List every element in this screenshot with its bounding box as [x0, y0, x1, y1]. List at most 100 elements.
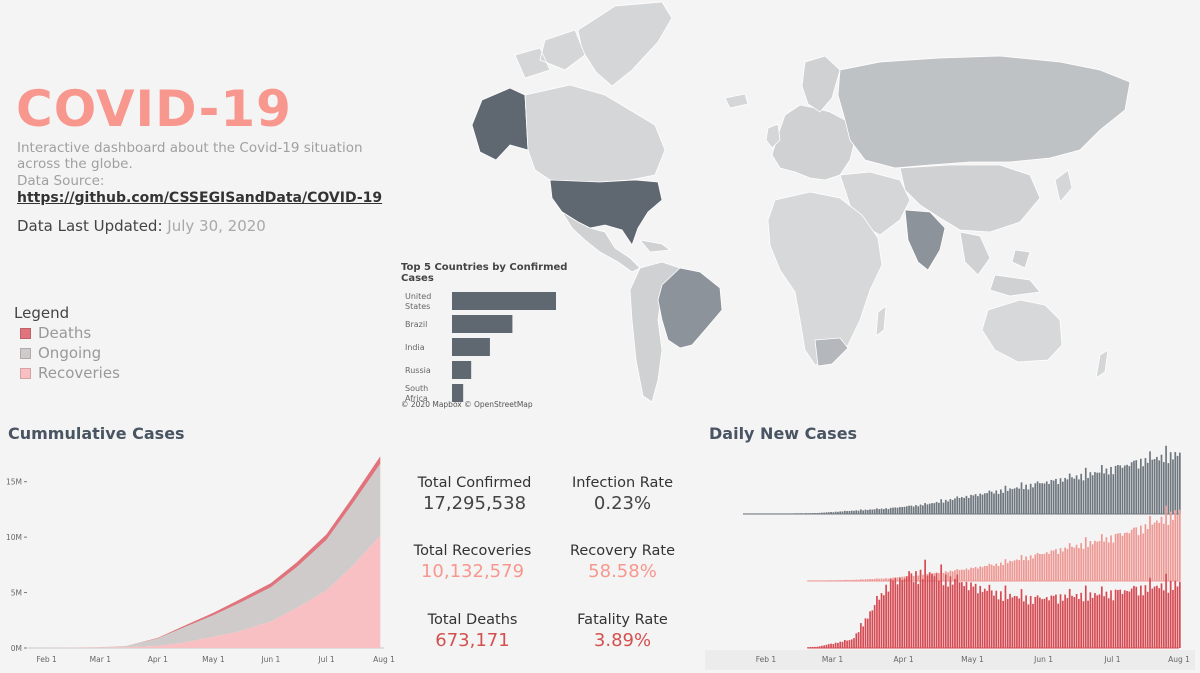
daily-bar[interactable] — [1006, 563, 1009, 581]
daily-bar[interactable] — [917, 506, 920, 514]
daily-bar[interactable] — [1107, 598, 1110, 648]
daily-bar[interactable] — [951, 584, 954, 648]
daily-bar[interactable] — [901, 580, 904, 648]
daily-bar[interactable] — [853, 579, 855, 581]
daily-bar[interactable] — [1153, 586, 1156, 648]
daily-bar[interactable] — [1043, 483, 1046, 514]
daily-bar[interactable] — [864, 509, 867, 514]
daily-bar[interactable] — [1018, 560, 1021, 581]
daily-bar[interactable] — [814, 580, 816, 581]
daily-bar[interactable] — [1000, 489, 1002, 514]
daily-bar[interactable] — [786, 513, 789, 514]
legend-item-recoveries[interactable]: Recoveries — [20, 364, 120, 382]
daily-bar[interactable] — [892, 507, 894, 514]
daily-bar[interactable] — [860, 509, 862, 514]
daily-bar[interactable] — [974, 583, 977, 648]
daily-bar[interactable] — [807, 513, 809, 514]
daily-bar[interactable] — [908, 571, 910, 648]
daily-bar[interactable] — [1176, 586, 1179, 648]
daily-bar[interactable] — [935, 501, 938, 514]
daily-bar[interactable] — [791, 513, 793, 514]
daily-bar[interactable] — [905, 576, 908, 648]
daily-bar[interactable] — [885, 578, 887, 581]
daily-bar[interactable] — [1110, 535, 1112, 581]
daily-bar[interactable] — [933, 503, 936, 514]
daily-bar[interactable] — [919, 504, 922, 514]
daily-bar[interactable] — [949, 499, 952, 514]
daily-bar[interactable] — [1174, 580, 1177, 648]
daily-bar[interactable] — [1057, 484, 1060, 514]
daily-bar[interactable] — [1041, 483, 1044, 514]
daily-bar[interactable] — [876, 578, 878, 581]
daily-bar[interactable] — [1165, 445, 1167, 514]
daily-bar[interactable] — [1034, 483, 1037, 514]
daily-bar[interactable] — [928, 572, 931, 648]
daily-bar[interactable] — [1130, 529, 1133, 581]
daily-bar[interactable] — [1149, 515, 1151, 581]
daily-bar[interactable] — [1146, 591, 1149, 648]
daily-bar[interactable] — [841, 580, 844, 581]
daily-bar[interactable] — [770, 513, 773, 514]
daily-bar[interactable] — [1165, 505, 1167, 581]
daily-bar[interactable] — [871, 610, 874, 648]
daily-bar[interactable] — [1151, 459, 1154, 514]
daily-bar[interactable] — [816, 646, 819, 648]
daily-bar[interactable] — [1158, 522, 1161, 581]
daily-bar[interactable] — [977, 593, 979, 648]
daily-bar[interactable] — [963, 586, 965, 648]
daily-bar[interactable] — [983, 493, 986, 514]
daily-bar[interactable] — [940, 499, 943, 514]
daily-bar[interactable] — [1068, 588, 1071, 648]
daily-bar[interactable] — [1169, 580, 1172, 648]
daily-bar[interactable] — [1128, 533, 1131, 581]
daily-bar[interactable] — [938, 573, 940, 581]
daily-bar[interactable] — [1009, 560, 1011, 581]
daily-bar[interactable] — [832, 512, 835, 514]
daily-bar[interactable] — [963, 569, 965, 581]
daily-bar[interactable] — [1139, 458, 1142, 514]
daily-bar[interactable] — [1174, 510, 1177, 581]
daily-bar[interactable] — [1162, 590, 1165, 648]
daily-bar[interactable] — [850, 639, 853, 648]
daily-bar[interactable] — [967, 569, 970, 581]
daily-bar[interactable] — [894, 507, 897, 514]
daily-bar[interactable] — [827, 512, 830, 514]
daily-bar[interactable] — [878, 599, 881, 648]
daily-bar[interactable] — [995, 490, 998, 514]
daily-bar[interactable] — [761, 513, 764, 514]
daily-bar[interactable] — [1100, 465, 1103, 514]
daily-bar[interactable] — [1025, 484, 1027, 514]
daily-bar[interactable] — [1002, 600, 1004, 648]
daily-bar[interactable] — [974, 494, 977, 514]
daily-bar[interactable] — [901, 506, 904, 514]
daily-bar[interactable] — [1071, 595, 1073, 648]
daily-bar[interactable] — [917, 584, 920, 648]
daily-bar[interactable] — [1135, 586, 1138, 648]
daily-bar[interactable] — [1027, 489, 1030, 514]
daily-bar[interactable] — [896, 507, 899, 514]
daily-bar[interactable] — [1091, 544, 1094, 581]
daily-bar[interactable] — [1128, 591, 1131, 648]
daily-bar[interactable] — [1107, 474, 1110, 514]
daily-bar[interactable] — [1087, 600, 1089, 648]
daily-bar[interactable] — [1137, 535, 1140, 581]
daily-bar[interactable] — [1105, 591, 1108, 648]
daily-bar[interactable] — [850, 510, 853, 514]
daily-bar[interactable] — [1016, 596, 1018, 648]
daily-bar[interactable] — [1149, 577, 1151, 648]
daily-bar[interactable] — [892, 577, 894, 581]
daily-bar[interactable] — [1156, 585, 1158, 648]
daily-bar[interactable] — [1142, 466, 1144, 514]
daily-bar[interactable] — [1144, 585, 1147, 648]
daily-bar[interactable] — [832, 580, 835, 581]
daily-bar[interactable] — [986, 590, 988, 648]
daily-bar[interactable] — [1126, 464, 1128, 514]
daily-bar[interactable] — [1066, 479, 1069, 514]
daily-bar[interactable] — [1135, 527, 1138, 581]
daily-bar[interactable] — [954, 570, 956, 581]
daily-bar[interactable] — [1011, 597, 1014, 648]
daily-bar[interactable] — [990, 564, 993, 581]
daily-bar[interactable] — [1121, 535, 1124, 581]
daily-bar[interactable] — [873, 605, 876, 648]
daily-bar[interactable] — [848, 640, 851, 648]
